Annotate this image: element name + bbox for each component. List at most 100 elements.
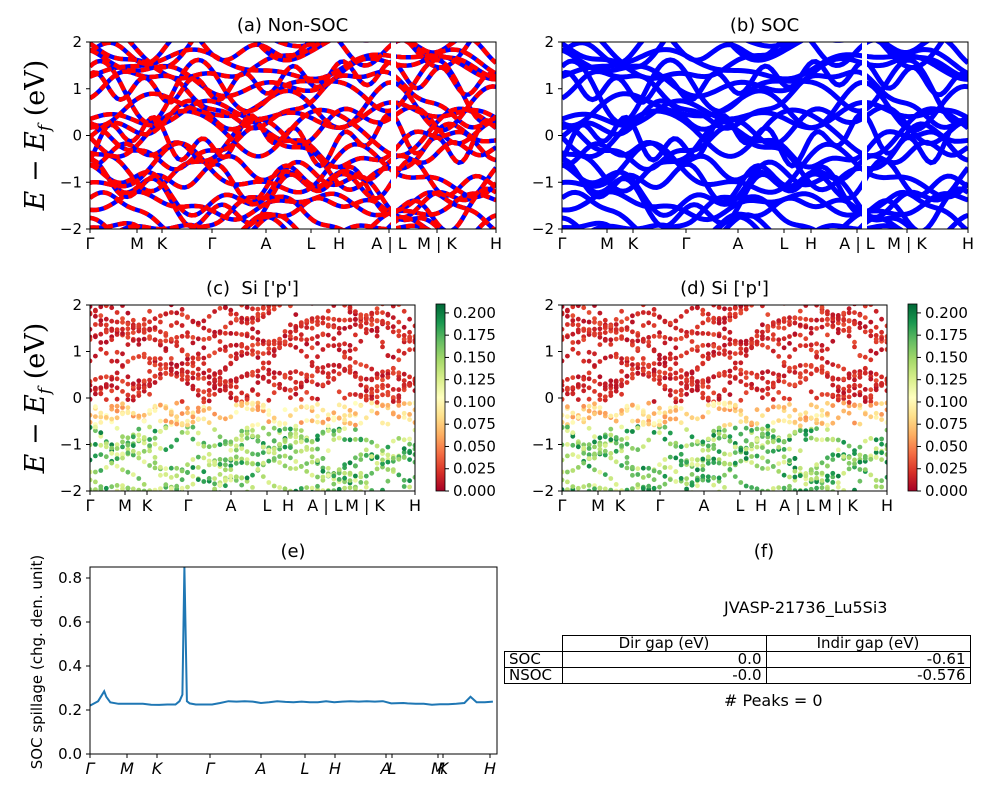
x-tick-label: A	[733, 234, 744, 253]
projected-point	[190, 424, 196, 430]
projected-point	[250, 387, 255, 393]
projected-point	[852, 457, 857, 463]
projected-point	[705, 409, 711, 415]
projected-point	[586, 483, 592, 488]
projected-point	[98, 500, 103, 505]
projected-point	[565, 442, 570, 447]
projected-point	[136, 337, 142, 343]
projected-point	[684, 486, 689, 491]
projected-point	[673, 337, 679, 342]
projected-point	[223, 367, 228, 372]
projected-point	[732, 338, 738, 344]
projected-point	[315, 341, 320, 346]
projected-point	[884, 442, 887, 448]
projected-point	[635, 466, 641, 472]
x-tick-label: H	[881, 496, 893, 515]
projected-point	[255, 329, 261, 335]
projected-point	[374, 460, 380, 466]
projected-point	[689, 329, 695, 334]
x-tick-label: M	[600, 234, 614, 253]
projected-point	[597, 392, 603, 398]
projected-point	[223, 462, 228, 468]
projected-point	[299, 494, 304, 499]
projected-point	[635, 405, 641, 411]
projected-point	[825, 360, 830, 365]
projected-point	[315, 334, 320, 339]
x-tick-label: L	[780, 234, 789, 253]
projected-point	[863, 284, 868, 289]
projected-point	[93, 469, 98, 475]
projected-point	[700, 414, 706, 420]
gap-table: Dir gap (eV) Indir gap (eV) SOC 0.0 -0.6…	[504, 635, 971, 684]
projected-point	[179, 477, 185, 483]
projected-point	[396, 376, 402, 382]
projected-point	[109, 403, 115, 409]
projected-point	[657, 462, 662, 468]
projected-point	[147, 391, 153, 397]
projected-point	[277, 454, 282, 459]
projected-point	[581, 445, 587, 451]
projected-point	[749, 300, 754, 305]
projected-point	[228, 456, 234, 462]
projected-point	[233, 331, 239, 337]
projected-point	[619, 334, 624, 339]
projected-point	[657, 334, 662, 339]
projected-point	[233, 342, 239, 348]
projected-point	[857, 421, 863, 427]
projected-point	[412, 442, 415, 448]
projected-point	[407, 450, 412, 456]
projected-point	[169, 502, 174, 507]
projected-point	[754, 453, 760, 459]
projected-point	[808, 363, 814, 368]
projected-point	[358, 480, 364, 485]
projected-point	[363, 453, 369, 458]
projected-point	[325, 371, 331, 377]
projected-point	[862, 370, 868, 376]
projected-point	[114, 463, 120, 469]
projected-point	[803, 324, 809, 330]
projected-point	[163, 370, 169, 376]
projected-point	[385, 421, 391, 427]
projected-point	[727, 438, 733, 444]
projected-point	[825, 322, 830, 327]
projected-point	[841, 317, 847, 323]
projected-point	[562, 425, 565, 430]
projected-point	[711, 432, 717, 438]
projected-point	[206, 353, 212, 359]
projected-point	[835, 317, 841, 322]
projected-point	[288, 388, 293, 393]
projected-point	[179, 485, 185, 491]
projected-point	[803, 316, 809, 322]
projected-point	[315, 446, 320, 452]
projected-point	[154, 305, 156, 306]
projected-point	[347, 305, 353, 310]
projected-point	[678, 374, 684, 380]
projected-point	[336, 325, 342, 331]
projected-point	[212, 371, 218, 377]
y-tick-label: 0.0	[58, 745, 82, 763]
projected-point	[369, 390, 375, 396]
projected-point	[244, 333, 250, 339]
projected-point	[662, 335, 668, 340]
projected-point	[125, 442, 131, 448]
projected-point	[689, 339, 695, 344]
projected-point	[565, 307, 570, 313]
projected-point	[201, 355, 207, 361]
projected-point	[141, 322, 147, 327]
projected-point	[846, 388, 852, 394]
projected-point	[336, 428, 342, 434]
projected-point	[570, 305, 576, 310]
projected-point	[592, 405, 597, 410]
projected-point	[298, 404, 304, 410]
projected-point	[390, 366, 396, 372]
projected-point	[304, 469, 310, 474]
projected-point	[250, 369, 255, 375]
projected-point	[206, 380, 212, 386]
projected-point	[266, 397, 272, 403]
projected-point	[705, 436, 711, 442]
projected-point	[846, 371, 852, 377]
projected-point	[342, 462, 347, 468]
projected-point	[597, 381, 603, 387]
projected-point	[158, 429, 163, 434]
